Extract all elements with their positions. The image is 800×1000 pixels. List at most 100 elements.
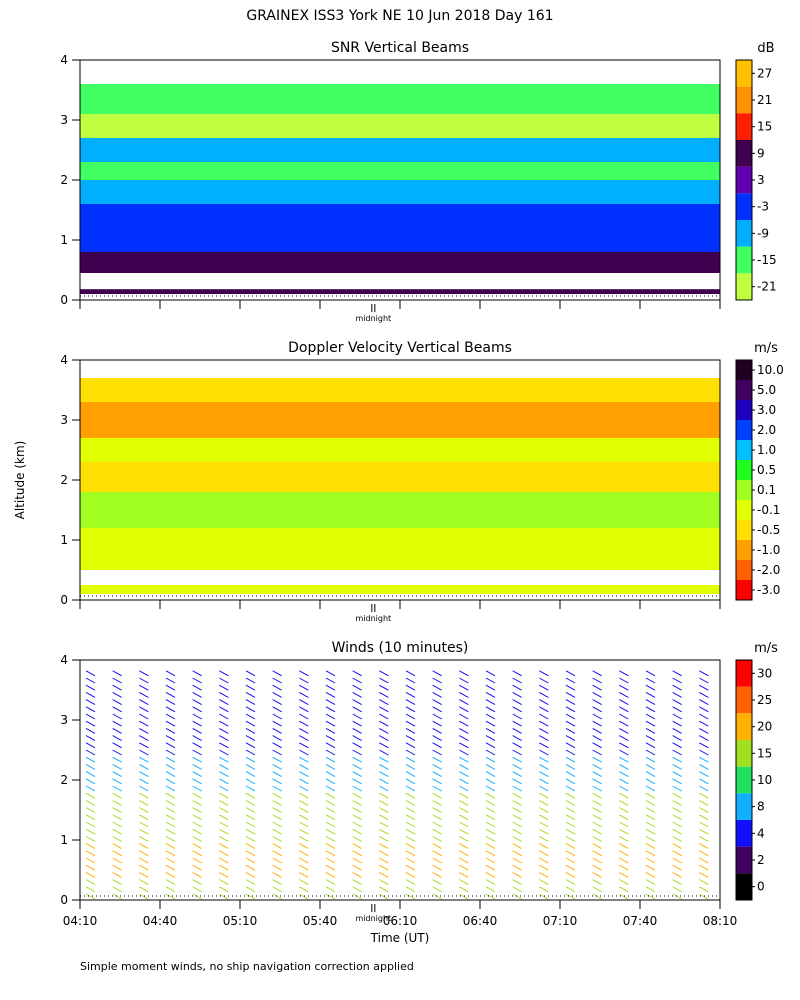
wind-barb [485,763,496,770]
wind-barb [272,785,282,792]
wind-barb [139,699,149,706]
wind-barb [565,799,576,806]
wind-barb [379,699,389,706]
wind-barb [699,843,709,850]
wind-barb [85,821,96,828]
colorbar-tick-label: 0.5 [757,463,776,477]
wind-barb [85,871,96,878]
y-tick-label: 2 [60,473,68,487]
wind-barb [459,864,469,871]
wind-barb [645,879,656,886]
wind-barb [85,720,96,727]
wind-barb [299,749,309,756]
wind-barb [245,727,256,734]
colorbar-swatch [736,873,752,900]
wind-barb [85,756,96,763]
wind-barb [379,677,389,684]
y-tick-label: 0 [60,593,68,607]
heatmap-band [80,492,720,528]
wind-barb [565,749,576,756]
wind-barb [619,835,629,842]
wind-barb [592,756,602,763]
wind-barb [432,785,442,792]
wind-barb [165,857,176,864]
colorbar-swatch [736,460,752,480]
wind-barb [272,670,282,677]
wind-barb [379,691,389,698]
wind-barb [219,871,229,878]
wind-barb [85,792,96,799]
wind-barb [325,778,336,785]
wind-barb [459,843,469,850]
wind-barb [432,677,442,684]
wind-barb [245,677,256,684]
wind-barb [699,691,709,698]
wind-barb [325,893,336,900]
wind-barb [459,763,469,770]
wind-barb [592,713,602,720]
wind-barb [192,821,202,828]
wind-barb [85,857,96,864]
wind-barb [219,879,229,886]
wind-barb [139,727,149,734]
wind-barb [592,843,602,850]
wind-barb [592,670,602,677]
wind-barb [299,735,309,742]
wind-barb [379,843,389,850]
wind-barb [112,828,122,835]
y-tick-label: 3 [60,113,68,127]
wind-barb [299,699,309,706]
wind-barb [85,691,96,698]
wind-barb [512,843,522,850]
wind-barb [592,735,602,742]
wind-barb [485,720,496,727]
wind-barb [539,778,549,785]
wind-barb [565,699,576,706]
wind-barb [512,785,522,792]
wind-barb [352,699,362,706]
figure-title: GRAINEX ISS3 York NE 10 Jun 2018 Day 161 [246,8,553,24]
wind-profile-06:40 [485,670,496,900]
wind-barb [379,670,389,677]
wind-barb [645,749,656,756]
wind-barb [192,843,202,850]
wind-barb [139,857,149,864]
wind-barb [539,735,549,742]
y-tick-label: 1 [60,233,68,247]
colorbar-swatch [736,660,752,687]
wind-barb [619,771,629,778]
wind-barb [219,828,229,835]
wind-barb [619,749,629,756]
wind-barb [592,727,602,734]
wind-barb [565,691,576,698]
wind-barb [699,677,709,684]
wind-barb [699,807,709,814]
wind-barb [192,807,202,814]
wind-barb [619,720,629,727]
wind-barb [112,871,122,878]
wind-barb [219,735,229,742]
wind-barb [699,886,709,893]
wind-profile-05:40 [325,670,336,900]
wind-barb [219,857,229,864]
wind-barb [699,828,709,835]
colorbar-tick-label: -0.5 [757,523,780,537]
wind-barb [432,821,442,828]
wind-barb [352,835,362,842]
wind-barb [405,871,416,878]
wind-barb [565,864,576,871]
wind-barb [619,879,629,886]
wind-barb [165,684,176,691]
wind-barb [512,677,522,684]
colorbar-swatch [736,480,752,500]
wind-barb [112,771,122,778]
wind-barb [699,670,709,677]
wind-barb [325,879,336,886]
wind-barb [672,785,682,792]
wind-barb [245,691,256,698]
wind-barb [485,857,496,864]
wind-barb [165,879,176,886]
colorbar-swatch [736,766,752,794]
wind-barb [699,893,709,900]
wind-barb [539,814,549,821]
